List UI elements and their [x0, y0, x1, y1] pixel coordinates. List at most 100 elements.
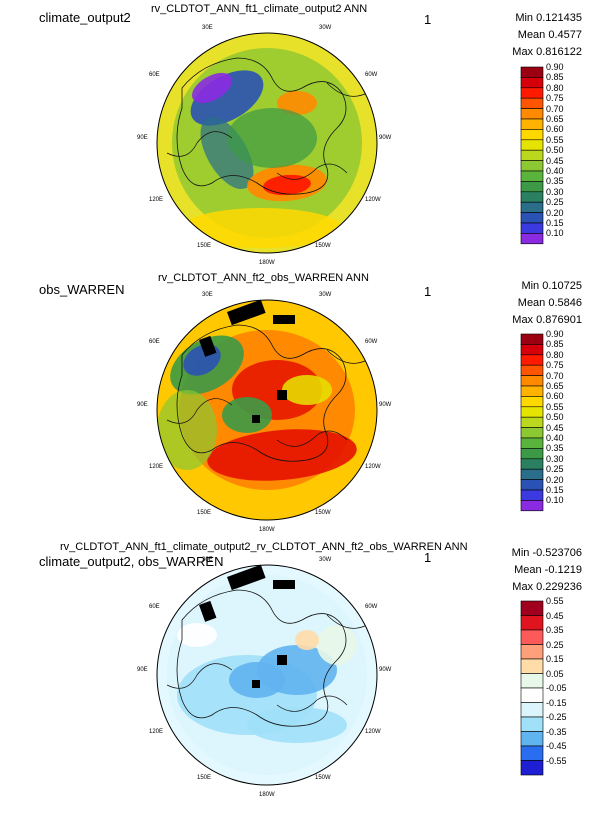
- colorbar-swatch: [520, 615, 544, 631]
- colorbar-swatch: [520, 629, 544, 645]
- colorbar-tick-label: 0.90: [546, 62, 564, 72]
- longitude-label: 120W: [365, 464, 381, 470]
- longitude-label: 30E: [202, 557, 213, 563]
- colorbar-tick-label: -0.25: [546, 712, 567, 722]
- field-ring: [179, 330, 355, 490]
- colorbar-tick-label: 0.80: [546, 82, 564, 93]
- colorbar-swatch: [520, 149, 544, 161]
- colorbar-swatch: [520, 201, 544, 213]
- colorbar-swatch: [520, 191, 544, 203]
- colorbar-tick-label: 0.65: [546, 114, 564, 124]
- stat-max: Max 0.876901: [512, 314, 582, 326]
- colorbar-swatch: [520, 364, 544, 376]
- longitude-label: 180W: [259, 792, 275, 798]
- longitude-label: 150W: [315, 510, 331, 516]
- colorbar-tick-label: 0.40: [546, 433, 564, 443]
- map-background: [157, 300, 377, 520]
- colorbar-swatch: [520, 66, 544, 78]
- colorbar-tick-label: 0.50: [546, 145, 564, 156]
- coastline: [176, 589, 347, 727]
- colorbar-swatch: [520, 673, 544, 689]
- missing-data-patch: [273, 315, 295, 324]
- colorbar-swatch: [520, 97, 544, 109]
- missing-data-patch: [277, 655, 287, 665]
- colorbar-swatch: [520, 716, 544, 732]
- case-label: climate_output2: [39, 10, 131, 25]
- colorbar-swatch: [520, 396, 544, 408]
- field-blob: [282, 375, 332, 405]
- stat-mean: Mean -0.1219: [514, 564, 582, 576]
- colorbar-tick-label: 0.25: [546, 464, 564, 475]
- colorbar-swatch: [520, 139, 544, 151]
- missing-data-patch: [199, 600, 217, 622]
- colorbar-tick-label: 0.25: [546, 639, 564, 650]
- colorbar-swatch: [520, 181, 544, 193]
- longitude-label: 90W: [379, 402, 392, 408]
- colorbar-tick-label: 0.25: [546, 197, 564, 208]
- colorbar-swatch: [520, 427, 544, 439]
- colorbar-swatch: [520, 500, 544, 512]
- stat-min: Min -0.523706: [511, 547, 582, 559]
- colorbar-swatch: [520, 108, 544, 120]
- colorbar-swatch: [520, 479, 544, 491]
- colorbar-tick-label: 0.15: [546, 218, 564, 228]
- colorbar-tick-label: 0.35: [546, 625, 564, 635]
- field-blob: [177, 655, 317, 735]
- missing-data-patch: [252, 415, 260, 423]
- longitude-label: 150E: [197, 243, 212, 249]
- field-blob: [177, 623, 217, 647]
- longitude-label: 60W: [365, 339, 378, 345]
- field-blob: [190, 70, 264, 126]
- field-blob: [257, 645, 337, 695]
- colorbar-tick-label: 0.45: [546, 422, 564, 433]
- colorbar-swatch: [520, 437, 544, 449]
- colorbar-swatch: [520, 745, 544, 761]
- colorbar-swatch: [520, 222, 544, 234]
- colorbar-swatch: [520, 731, 544, 747]
- coastline: [166, 614, 368, 712]
- colorbar-tick-label: 0.65: [546, 381, 564, 391]
- colorbar-tick-label: 0.50: [546, 412, 564, 423]
- field-blob: [247, 164, 327, 202]
- colorbar-tick-label: 0.70: [546, 370, 564, 381]
- colorbar-tick-label: 0.15: [546, 485, 564, 495]
- map-background: [157, 33, 377, 253]
- colorbar-tick-label: 0.70: [546, 103, 564, 114]
- field-blob: [277, 91, 317, 115]
- colorbar-swatch: [520, 658, 544, 674]
- stat-mean: Mean 0.5846: [517, 297, 582, 309]
- field-blob: [227, 108, 317, 168]
- colorbar-swatch: [520, 118, 544, 130]
- colorbar-swatch: [520, 333, 544, 345]
- longitude-label: 30W: [319, 25, 332, 31]
- colorbar-swatch: [520, 458, 544, 470]
- colorbar-tick-label: 0.40: [546, 166, 564, 176]
- missing-data-patch: [365, 353, 377, 379]
- colorbar-swatch: [520, 416, 544, 428]
- case-label: climate_output2, obs_WARREN: [39, 554, 224, 569]
- colorbar-tick-label: 0.30: [546, 186, 564, 197]
- missing-data-patch: [252, 680, 260, 688]
- colorbar-tick-label: 0.10: [546, 228, 564, 239]
- colorbar-swatch: [520, 233, 544, 245]
- field-blob: [182, 208, 342, 248]
- field-blob: [200, 116, 254, 190]
- plot-title: rv_CLDTOT_ANN_ft2_obs_WARREN ANN: [158, 272, 369, 284]
- colorbar-tick-label: 0.60: [546, 124, 564, 135]
- colorbar-tick-label: 0.30: [546, 453, 564, 464]
- coastline: [166, 349, 368, 447]
- longitude-label: 150W: [315, 775, 331, 781]
- colorbar-tick-label: 0.55: [546, 401, 564, 412]
- field-blob: [247, 707, 347, 743]
- field-blob: [207, 429, 357, 481]
- field-ring: [167, 575, 367, 775]
- colorbar-swatch: [520, 77, 544, 89]
- colorbar-tick-label: -0.35: [546, 726, 567, 737]
- field-blob: [263, 174, 311, 196]
- colorbar-swatch: [520, 129, 544, 141]
- longitude-label: 90W: [379, 667, 392, 673]
